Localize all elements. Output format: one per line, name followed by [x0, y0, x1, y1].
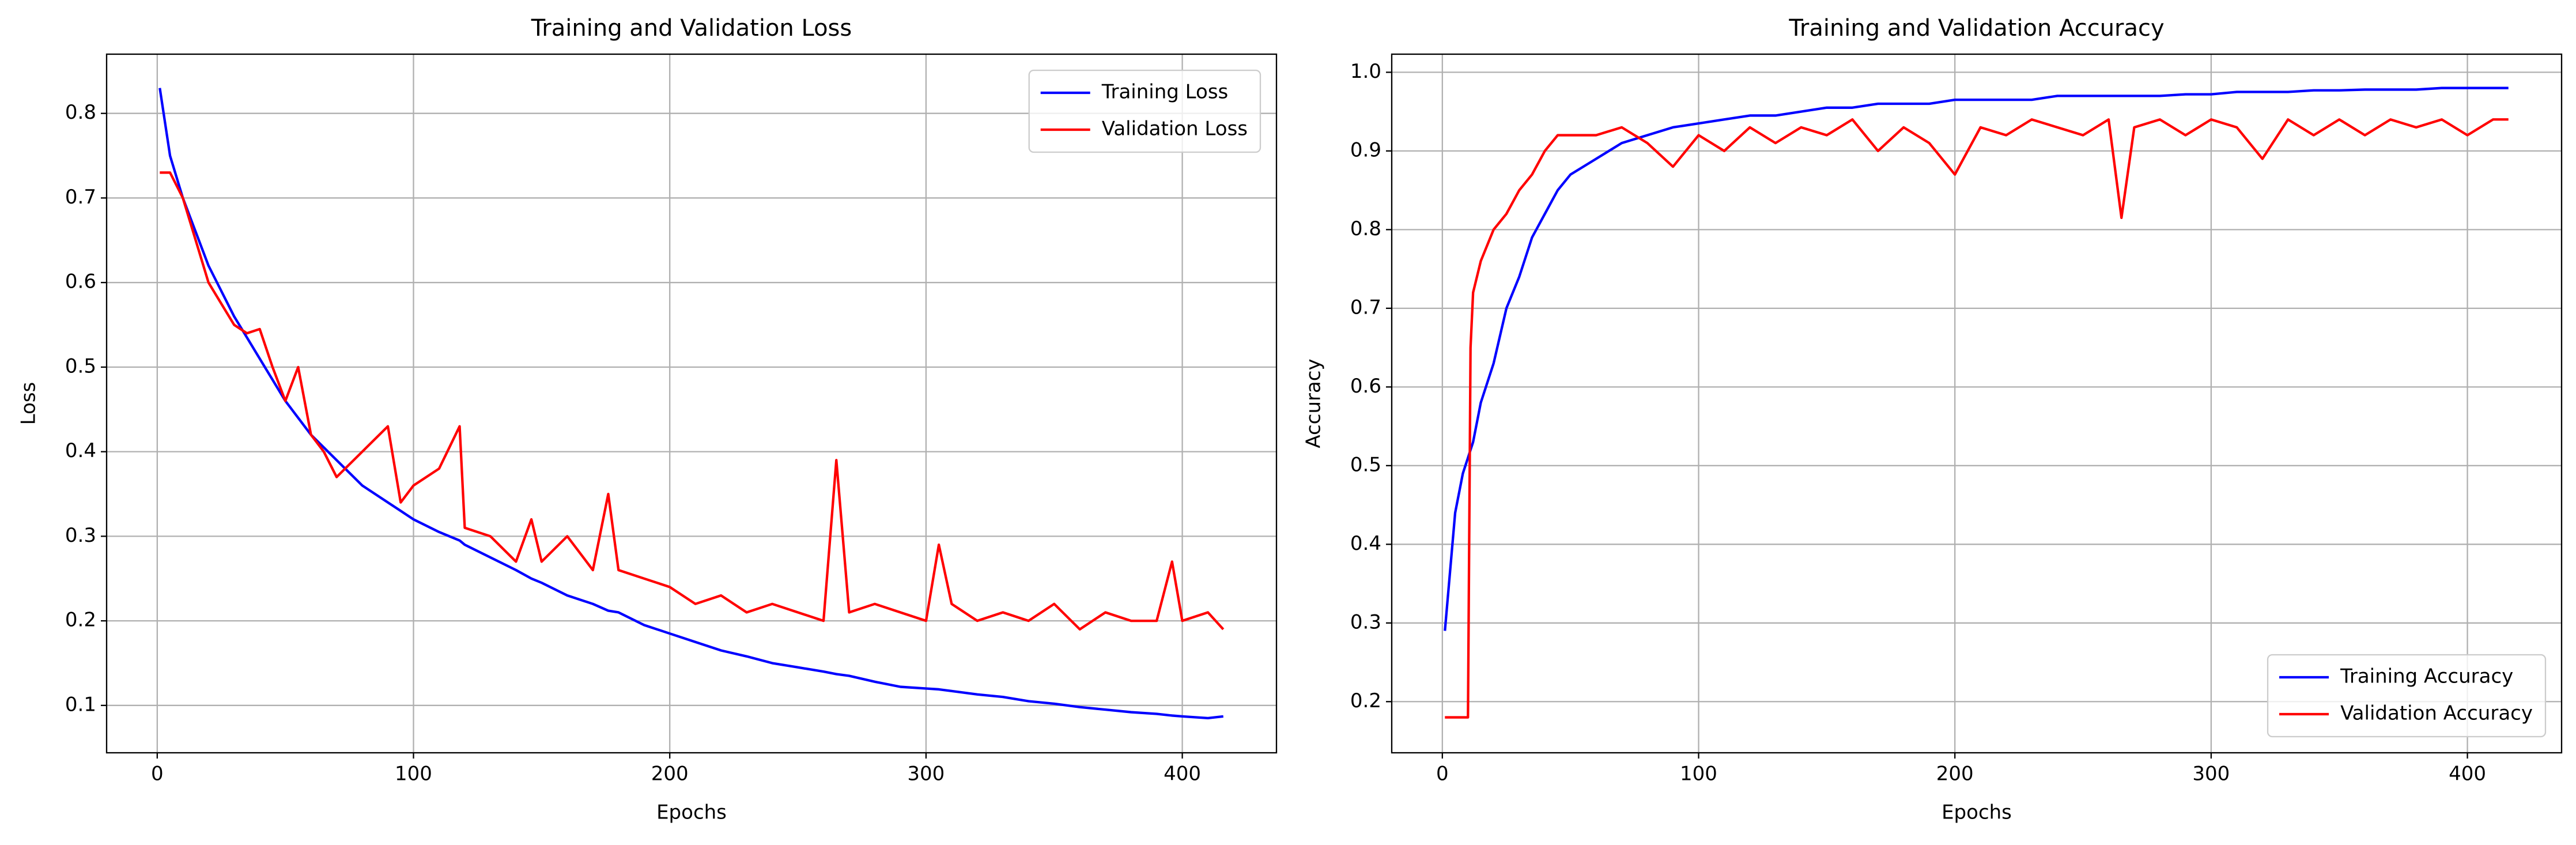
x-tick-label: 300 [2192, 763, 2230, 786]
x-tick-label: 400 [1164, 763, 1201, 786]
legend: Training Accuracy Validation Accuracy [2267, 654, 2547, 738]
legend-box [2267, 654, 2547, 738]
chart-title: Training and Validation Loss [531, 15, 852, 42]
legend: Training Loss Validation Loss [1028, 69, 1261, 153]
data-line [1444, 86, 2509, 631]
y-tick-label: 0.3 [65, 524, 96, 547]
y-tick-label: 0.6 [1350, 375, 1381, 398]
legend-label: Validation Accuracy [2340, 702, 2533, 725]
data-line [1445, 118, 2509, 719]
data-line [158, 88, 1223, 719]
data-line [160, 171, 1225, 631]
y-tick-label: 0.8 [65, 101, 96, 124]
y-tick-label: 0.7 [1350, 296, 1381, 319]
x-tick-label: 200 [1936, 763, 1974, 786]
y-tick-label: 1.0 [1350, 60, 1381, 83]
legend-box [1028, 69, 1261, 153]
legend-label: Validation Loss [1102, 118, 1248, 141]
x-tick-label: 400 [2449, 763, 2486, 786]
y-tick-label: 0.6 [65, 270, 96, 293]
y-tick-label: 0.4 [65, 439, 96, 462]
plot-frame [105, 53, 1278, 754]
y-tick-label: 0.2 [1350, 689, 1381, 712]
y-tick-label: 0.8 [1350, 217, 1381, 240]
y-axis-label: Accuracy [1302, 359, 1325, 448]
y-tick-label: 0.3 [1350, 610, 1381, 633]
x-tick-label: 200 [651, 763, 689, 786]
x-tick-label: 100 [1680, 763, 1717, 786]
x-tick-label: 100 [395, 763, 432, 786]
y-tick-label: 0.9 [1350, 138, 1381, 161]
y-tick-label: 0.1 [65, 693, 96, 716]
y-axis-label: Loss [17, 382, 40, 425]
x-axis-label: Epochs [1942, 801, 2012, 824]
chart-title: Training and Validation Accuracy [1788, 15, 2164, 42]
x-tick-label: 0 [1436, 763, 1449, 786]
y-tick-label: 0.2 [65, 609, 96, 632]
x-tick-label: 0 [151, 763, 164, 786]
legend-label: Training Loss [1101, 81, 1229, 104]
y-tick-label: 0.5 [1350, 453, 1381, 476]
y-tick-label: 0.5 [65, 354, 96, 378]
x-axis-label: Epochs [656, 801, 727, 824]
y-tick-label: 0.7 [65, 186, 96, 209]
x-tick-label: 300 [907, 763, 945, 786]
plot-frame [1391, 53, 2563, 754]
y-tick-label: 0.4 [1350, 532, 1381, 555]
legend-label: Training Accuracy [2340, 665, 2513, 688]
